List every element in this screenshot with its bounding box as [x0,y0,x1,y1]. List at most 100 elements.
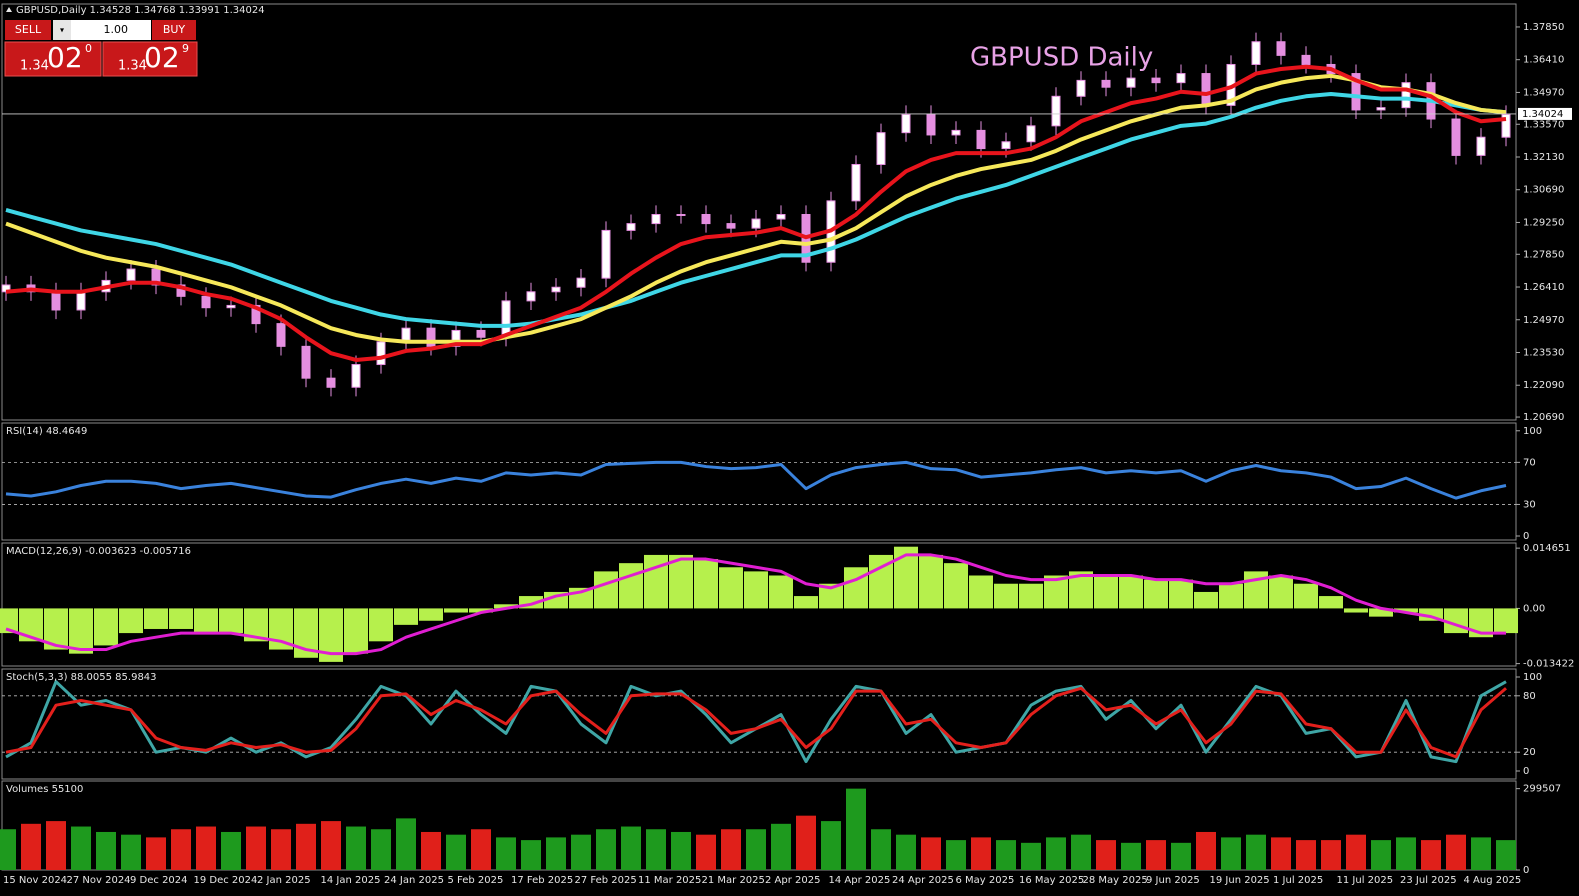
y-tick-label: 0.00 [1523,603,1545,614]
histogram-bar [794,596,818,609]
histogram-bar [1194,591,1218,609]
y-tick-label: 1.36410 [1523,55,1564,66]
histogram-bar [969,575,993,609]
candle-body [1001,141,1011,150]
ask-fraction[interactable]: 9 [182,42,189,55]
bid-fraction[interactable]: 0 [85,42,92,55]
candle-body [1451,118,1461,156]
volume-bar [571,834,591,870]
histogram-bar [1319,596,1343,609]
histogram-bar [94,608,118,646]
y-tick-label: 100 [1523,426,1542,437]
y-tick-label: 30 [1523,499,1536,510]
volume-bar [1271,837,1291,870]
candle-body [1076,79,1086,97]
x-tick-label: 11 Jul 2025 [1337,875,1394,886]
candle-body [976,129,986,150]
histogram-bar [1269,575,1293,609]
volume-bar [0,829,16,870]
y-tick-label: 0 [1523,531,1529,542]
lot-input[interactable] [71,20,151,40]
x-tick-label: 27 Feb 2025 [575,875,637,886]
volume-bar [446,834,466,870]
candle-body [126,268,136,281]
histogram-bar [1369,608,1393,617]
candle-body [51,291,61,311]
lot-value[interactable]: 1.00 [104,23,129,36]
histogram-bar [694,559,718,609]
candle-body [776,214,786,220]
candle-body [351,364,361,388]
histogram-bar [344,608,368,654]
candle-body [426,327,436,347]
candle-body [926,113,936,136]
candle-body [301,345,311,379]
histogram-bar [1119,575,1143,609]
candle-body [1351,73,1361,111]
sell-button[interactable] [5,20,51,40]
y-tick-label: 1.32130 [1523,152,1564,163]
volume-bar [1096,840,1116,870]
x-tick-label: 2 Jan 2025 [257,875,311,886]
volume-bar [296,823,316,870]
volume-bar [1146,840,1166,870]
buy-button[interactable] [152,20,196,40]
volume-bar [1221,837,1241,870]
candle-body [651,214,661,225]
histogram-bar [1344,608,1368,613]
trade-panel: SELL ▾ 1.00 BUY 1.34 02 0 1.34 02 9 [4,20,198,77]
histogram-bar [769,575,793,609]
buy-label[interactable]: BUY [163,23,186,36]
candle-body [276,323,286,347]
y-tick-label: 70 [1523,457,1536,468]
x-tick-label: 9 Dec 2024 [130,875,188,886]
x-tick-label: 2 Apr 2025 [765,875,820,886]
indicator-line [5,92,1507,328]
histogram-bar [919,554,943,609]
bid-box[interactable] [4,41,102,77]
histogram-bar [419,608,443,621]
volume-bar [21,823,41,870]
y-tick-label: 1.34970 [1523,87,1564,98]
histogram-bar [1144,579,1168,609]
candle-body [1376,107,1386,111]
histogram-bar [944,563,968,609]
candle-body [1151,77,1161,84]
lot-dropdown[interactable] [53,20,71,40]
candle-body [1051,95,1061,127]
volume-bar [171,829,191,870]
x-tick-label: 19 Dec 2024 [194,875,258,886]
candle-body [501,300,511,338]
volume-bar [1496,840,1516,870]
volume-bar [346,826,366,870]
volume-bar [1246,834,1266,870]
volume-bar [1421,840,1441,870]
ask-pips[interactable]: 02 [144,41,180,74]
candle-body [676,214,686,217]
volume-bar [1296,840,1316,870]
volume-bar [221,831,241,870]
volume-bar [521,840,541,870]
volume-bar [1046,837,1066,870]
volume-bar [1021,842,1041,870]
ask-box[interactable] [102,41,198,77]
histogram-bar [444,608,468,613]
dropdown-arrow[interactable]: ▾ [60,26,64,35]
y-tick-label: 0 [1523,766,1529,777]
histogram-bar [1219,583,1243,609]
ask-big[interactable]: 1.34 [118,59,147,74]
histogram-bar [994,583,1018,609]
candle-body [751,218,761,229]
sell-label[interactable]: SELL [15,23,42,36]
y-tick-label: 1.23530 [1523,347,1564,358]
indicator-line [5,460,1507,500]
bid-big[interactable]: 1.34 [20,59,49,74]
bid-pips[interactable]: 02 [47,41,83,74]
y-tick-label: 1.20690 [1523,412,1564,423]
candle-body [1201,73,1211,106]
histogram-bar [394,608,418,625]
histogram-bar [69,608,93,654]
y-tick-label: 1.30690 [1523,185,1564,196]
volume-bar [671,831,691,870]
y-tick-label: -0.013422 [1523,659,1574,670]
